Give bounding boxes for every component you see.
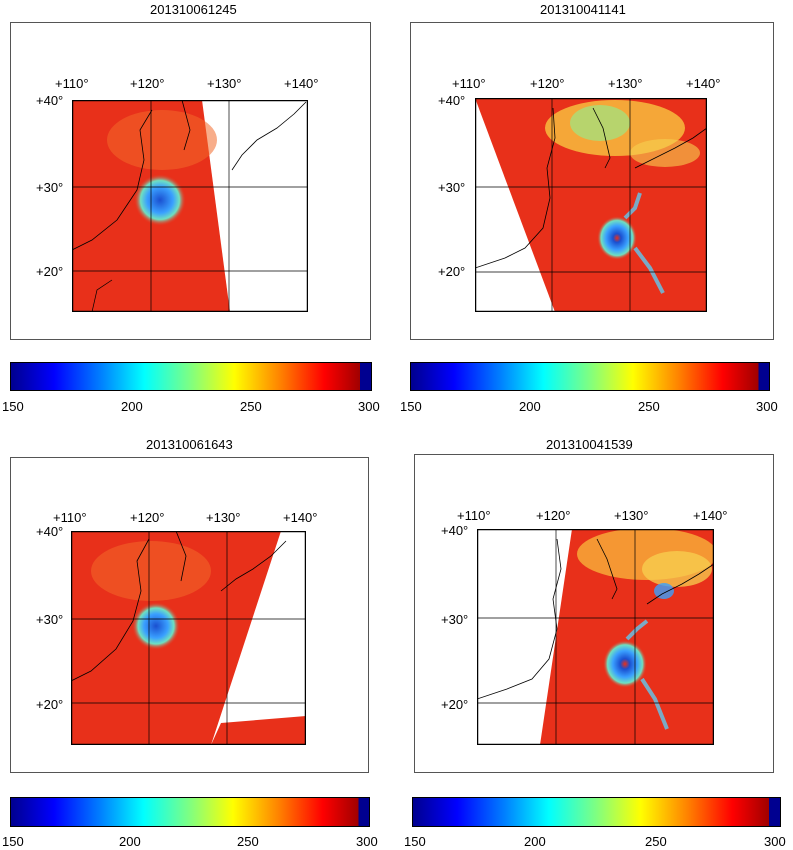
lat-label-30: +30° bbox=[438, 180, 466, 195]
colorbar-tick: 200 bbox=[121, 399, 143, 414]
lat-label-30: +30° bbox=[36, 612, 64, 627]
lon-label-140: +140° bbox=[283, 510, 318, 525]
lat-label-20: +20° bbox=[441, 697, 469, 712]
lon-label-140: +140° bbox=[686, 76, 721, 91]
colorbar bbox=[410, 362, 770, 391]
colorbar-tick: 200 bbox=[519, 399, 541, 414]
colorbar bbox=[412, 797, 781, 827]
panel-title: 201310041539 bbox=[546, 437, 633, 452]
lat-label-20: +20° bbox=[438, 264, 466, 279]
lon-label-130: +130° bbox=[206, 510, 241, 525]
lat-label-20: +20° bbox=[36, 264, 64, 279]
coastline bbox=[71, 531, 287, 682]
lon-label-120: +120° bbox=[530, 76, 565, 91]
colorbar-tick: 150 bbox=[2, 834, 24, 849]
coastline bbox=[477, 538, 714, 700]
satellite-map bbox=[477, 529, 714, 745]
lat-label-20: +20° bbox=[36, 697, 64, 712]
coastline bbox=[475, 107, 707, 269]
satellite-map bbox=[71, 531, 306, 745]
colorbar-tick: 250 bbox=[240, 399, 262, 414]
colorbar-tick: 300 bbox=[764, 834, 786, 849]
colorbar-tick: 300 bbox=[356, 834, 378, 849]
lon-label-110: +110° bbox=[452, 76, 486, 91]
lat-label-40: +40° bbox=[438, 93, 466, 108]
lon-label-120: +120° bbox=[130, 510, 165, 525]
lon-label-130: +130° bbox=[207, 76, 242, 91]
lon-label-110: +110° bbox=[55, 76, 89, 91]
lon-label-130: +130° bbox=[614, 508, 649, 523]
lon-label-120: +120° bbox=[536, 508, 571, 523]
colorbar-tick: 150 bbox=[404, 834, 426, 849]
colorbar-tick: 150 bbox=[400, 399, 422, 414]
colorbar-tick: 300 bbox=[756, 399, 778, 414]
lon-label-140: +140° bbox=[284, 76, 319, 91]
lon-label-110: +110° bbox=[457, 508, 491, 523]
colorbar bbox=[10, 362, 372, 391]
lat-label-40: +40° bbox=[36, 93, 64, 108]
colorbar-tick: 250 bbox=[638, 399, 660, 414]
colorbar-tick: 250 bbox=[237, 834, 259, 849]
colorbar-tick: 250 bbox=[645, 834, 667, 849]
lat-label-40: +40° bbox=[441, 523, 469, 538]
coastline bbox=[72, 100, 307, 251]
lat-label-30: +30° bbox=[36, 180, 64, 195]
panel-title: 201310041141 bbox=[540, 2, 626, 17]
satellite-map bbox=[72, 100, 308, 312]
colorbar-tick: 150 bbox=[2, 399, 24, 414]
colorbar-tick: 200 bbox=[119, 834, 141, 849]
panel-title: 201310061643 bbox=[146, 437, 233, 452]
lon-label-140: +140° bbox=[693, 508, 728, 523]
lat-label-30: +30° bbox=[441, 612, 469, 627]
colorbar-tick: 200 bbox=[524, 834, 546, 849]
colorbar bbox=[10, 797, 370, 827]
lon-label-130: +130° bbox=[608, 76, 643, 91]
satellite-map bbox=[475, 98, 707, 312]
panel-title: 201310061245 bbox=[150, 2, 237, 17]
lon-label-110: +110° bbox=[53, 510, 87, 525]
lat-label-40: +40° bbox=[36, 524, 64, 539]
colorbar-tick: 300 bbox=[358, 399, 380, 414]
lon-label-120: +120° bbox=[130, 76, 165, 91]
